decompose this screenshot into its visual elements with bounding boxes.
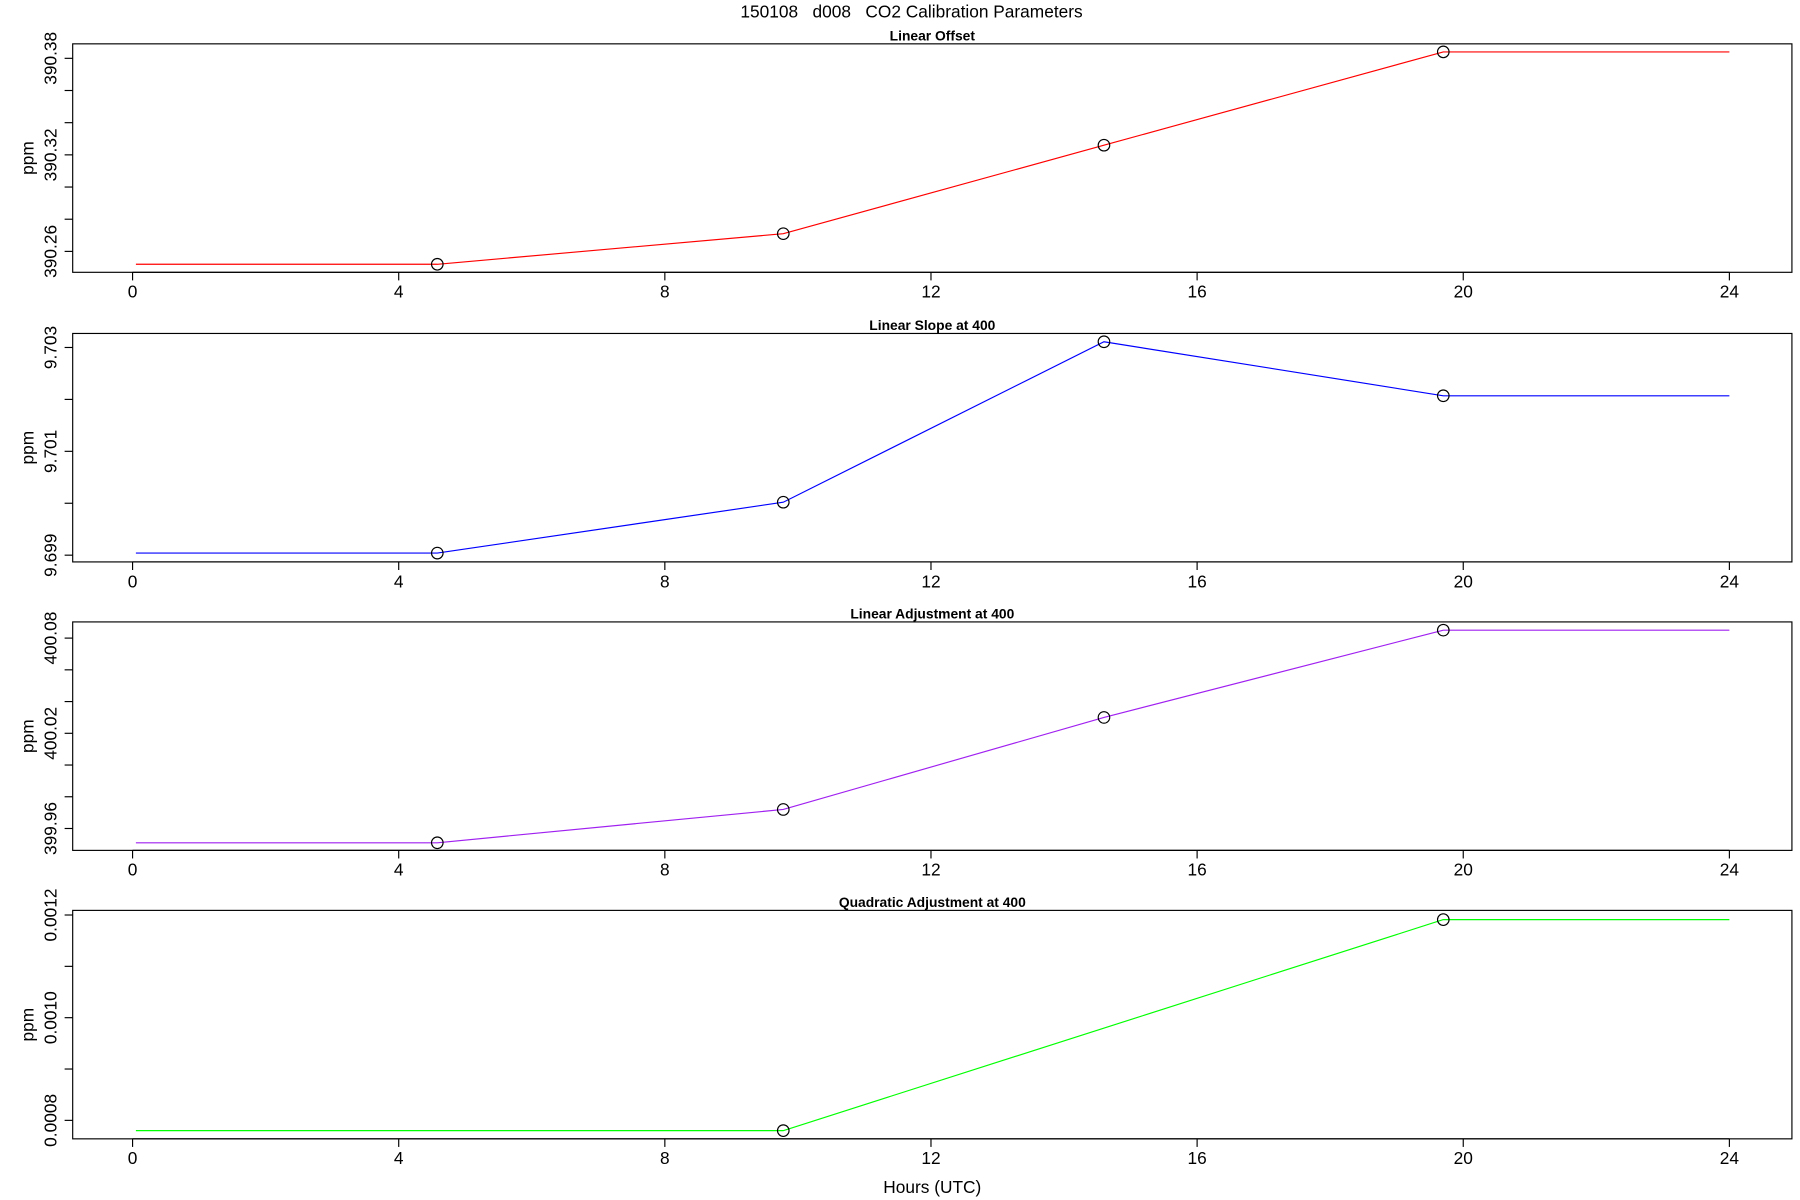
y-tick-label: 0.0008 bbox=[40, 1094, 60, 1147]
x-tick-label: 0 bbox=[128, 1148, 138, 1168]
x-tick-label: 24 bbox=[1720, 282, 1740, 302]
x-tick-label: 24 bbox=[1720, 860, 1740, 880]
y-tick-label: 390.32 bbox=[40, 128, 60, 181]
x-tick-label: 0 bbox=[128, 860, 138, 880]
data-line bbox=[135, 51, 1730, 265]
data-point bbox=[430, 836, 444, 850]
y-axis-label: ppm bbox=[17, 1008, 37, 1042]
x-tick-label: 12 bbox=[921, 282, 940, 302]
y-axis-label: ppm bbox=[17, 431, 37, 465]
data-point bbox=[1436, 45, 1450, 59]
data-point bbox=[1436, 623, 1450, 637]
x-axis-label: Hours (UTC) bbox=[883, 1177, 981, 1197]
data-point bbox=[776, 227, 790, 241]
x-tick-label: 12 bbox=[921, 571, 940, 591]
x-tick-label: 20 bbox=[1454, 1148, 1473, 1168]
data-point bbox=[1436, 389, 1450, 403]
data-point bbox=[1097, 138, 1111, 152]
x-tick-label: 16 bbox=[1187, 1148, 1206, 1168]
x-tick-label: 8 bbox=[660, 282, 670, 302]
y-tick-label: 400.02 bbox=[40, 707, 60, 760]
x-tick-label: 20 bbox=[1454, 860, 1473, 880]
y-tick-label: 0.0012 bbox=[40, 889, 60, 942]
x-tick-label: 20 bbox=[1454, 282, 1473, 302]
data-line bbox=[135, 629, 1730, 844]
x-tick-label: 24 bbox=[1720, 1148, 1740, 1168]
x-tick-label: 4 bbox=[394, 860, 404, 880]
x-tick-label: 0 bbox=[128, 571, 138, 591]
y-axis-label: ppm bbox=[17, 719, 37, 753]
y-tick-label: 390.26 bbox=[40, 225, 60, 278]
y-tick-label: 399.96 bbox=[40, 802, 60, 855]
data-point bbox=[776, 1124, 790, 1137]
x-tick-label: 16 bbox=[1187, 571, 1206, 591]
data-point bbox=[1097, 711, 1111, 724]
data-line bbox=[135, 919, 1730, 1132]
y-axis-label: ppm bbox=[17, 141, 37, 175]
data-line bbox=[135, 341, 1730, 554]
x-tick-label: 20 bbox=[1454, 571, 1473, 591]
y-tick-label: 400.08 bbox=[40, 612, 60, 665]
panel-title: Linear Adjustment at 400 bbox=[850, 606, 1014, 622]
x-tick-label: 4 bbox=[394, 282, 404, 302]
data-point bbox=[1436, 913, 1450, 926]
x-tick-label: 0 bbox=[128, 282, 138, 302]
data-point bbox=[776, 803, 790, 816]
panel-title: Linear Offset bbox=[890, 28, 976, 44]
x-tick-label: 16 bbox=[1187, 282, 1206, 302]
x-tick-label: 4 bbox=[394, 1148, 404, 1168]
data-point bbox=[776, 495, 790, 509]
x-tick-label: 8 bbox=[660, 860, 670, 880]
x-tick-label: 4 bbox=[394, 571, 404, 591]
x-tick-label: 8 bbox=[660, 571, 670, 591]
x-tick-label: 12 bbox=[921, 1148, 940, 1168]
y-tick-label: 390.38 bbox=[40, 32, 60, 85]
data-point bbox=[430, 257, 444, 271]
panel-title: Quadratic Adjustment at 400 bbox=[839, 894, 1026, 910]
data-point bbox=[430, 546, 444, 560]
y-tick-label: 0.0010 bbox=[40, 991, 60, 1044]
y-tick-label: 9.703 bbox=[40, 326, 60, 369]
data-point bbox=[1097, 335, 1111, 349]
y-tick-label: 9.699 bbox=[40, 534, 60, 577]
figure-title: 150108 d008 CO2 Calibration Parameters bbox=[740, 1, 1083, 21]
x-tick-label: 16 bbox=[1187, 860, 1206, 880]
x-tick-label: 12 bbox=[921, 860, 940, 880]
x-tick-label: 8 bbox=[660, 1148, 670, 1168]
panel-title: Linear Slope at 400 bbox=[869, 317, 995, 333]
y-tick-label: 9.701 bbox=[40, 430, 60, 473]
x-tick-label: 24 bbox=[1720, 571, 1740, 591]
